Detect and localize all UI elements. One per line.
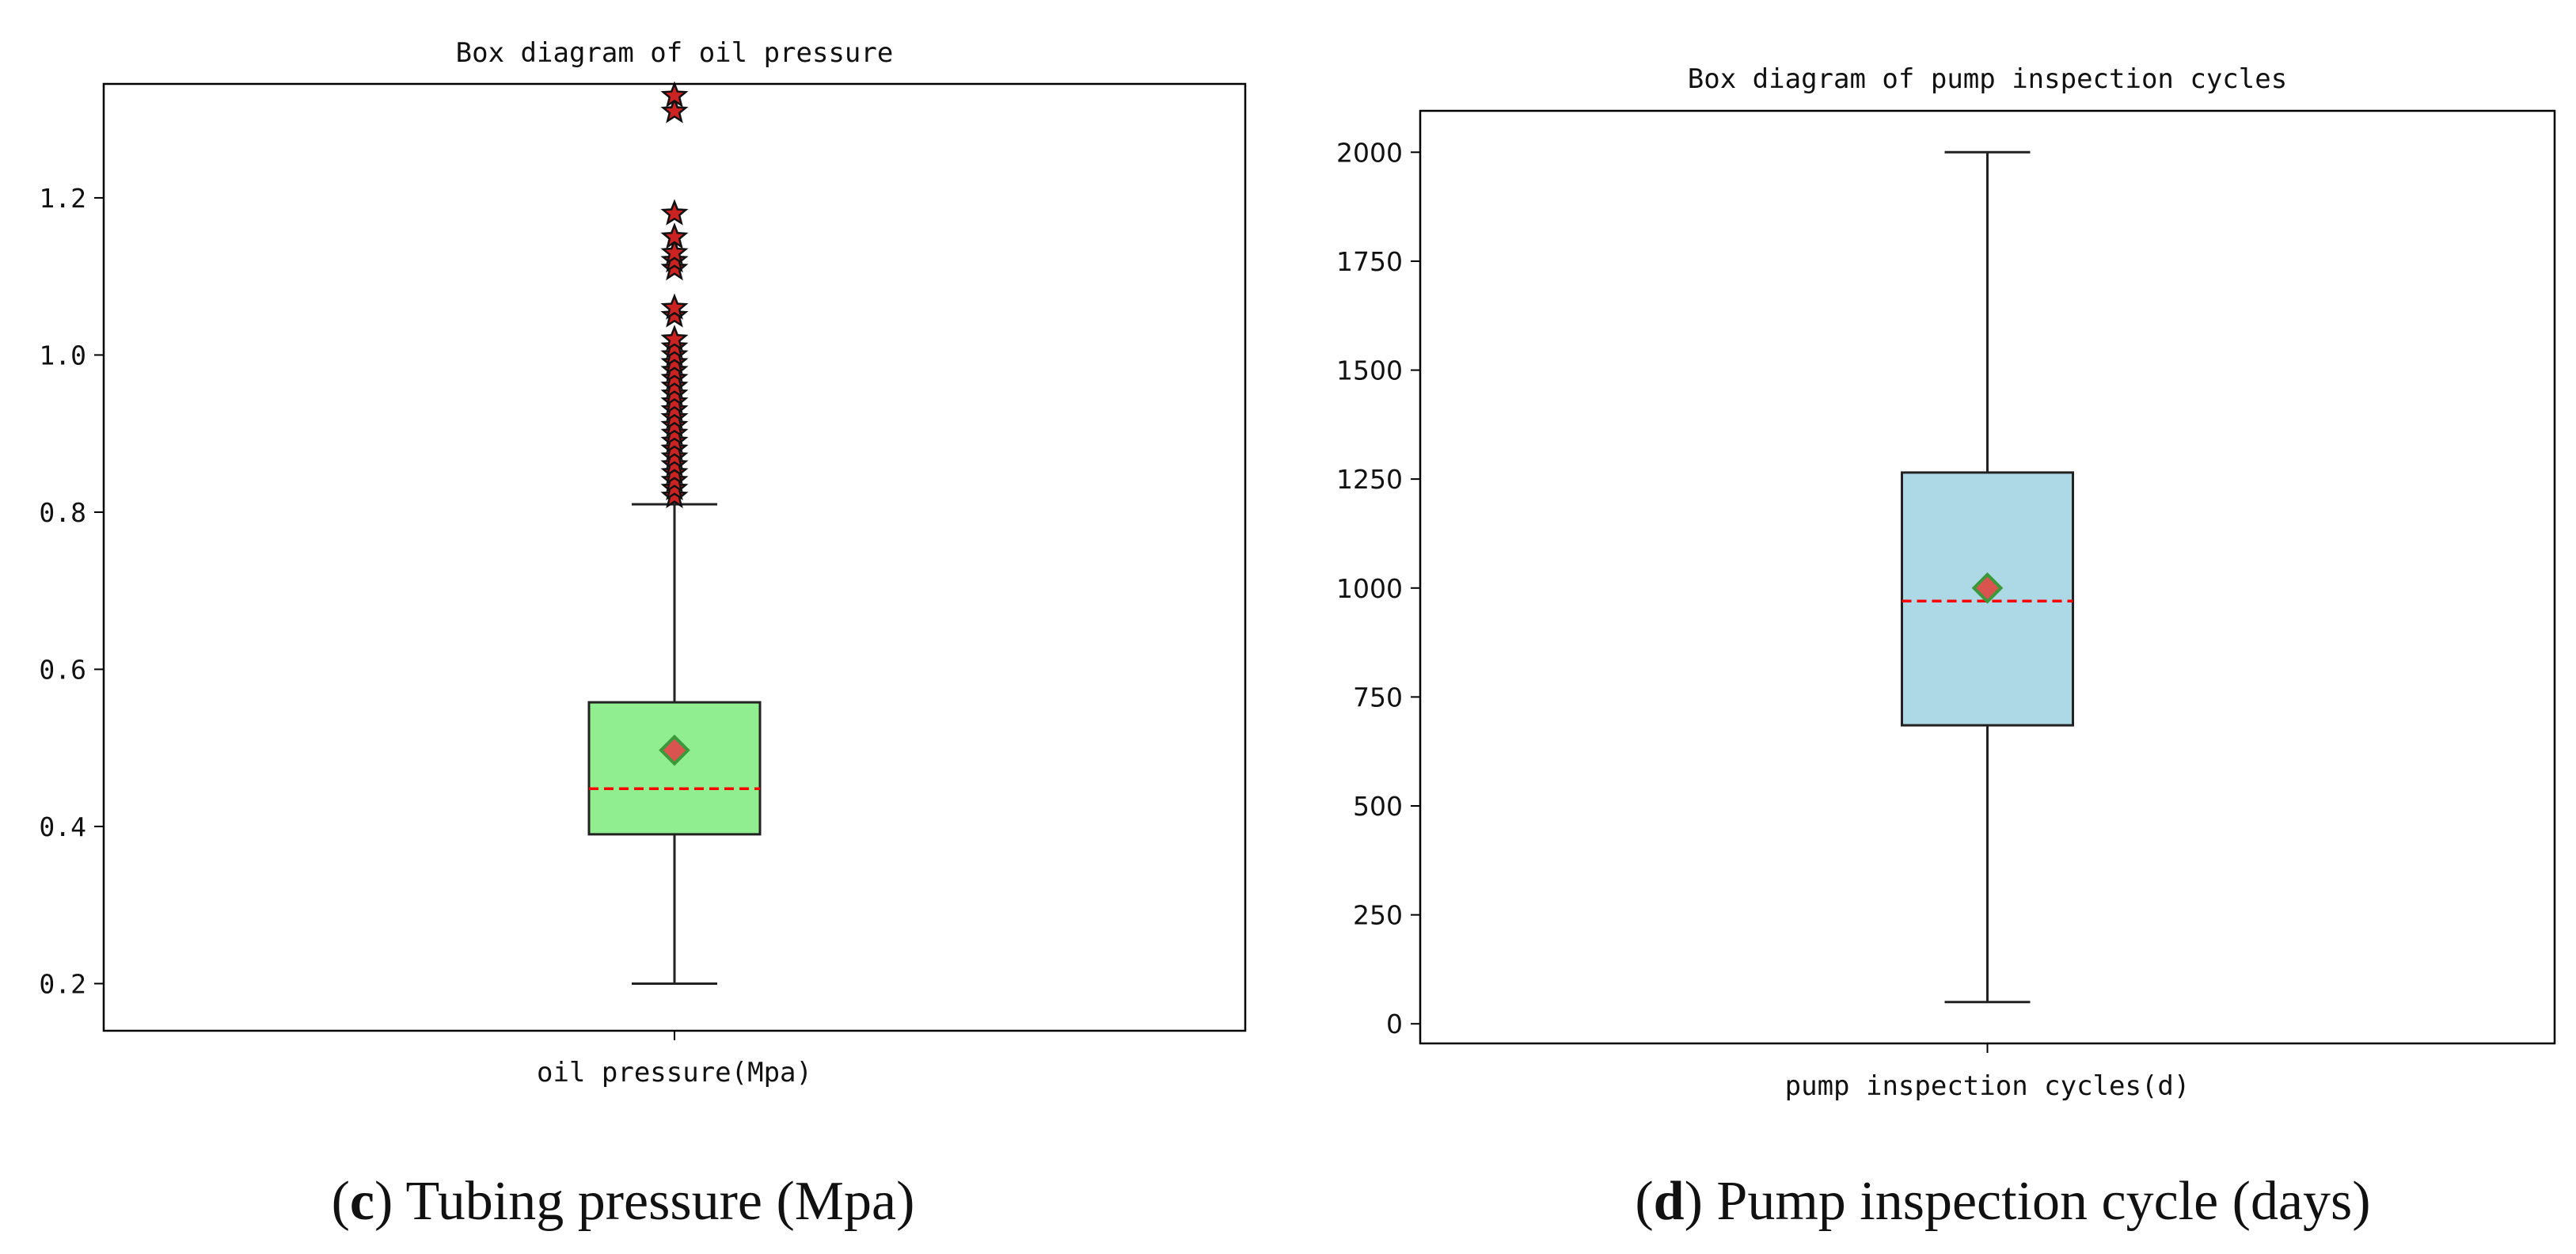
x-axis-label: pump inspection cycles(d)	[1785, 1070, 2190, 1102]
outlier-point	[660, 293, 689, 320]
iqr-box	[587, 701, 762, 836]
outlier-point	[660, 253, 689, 281]
y-tick-label: 0.8	[39, 497, 86, 528]
outlier-point	[660, 340, 689, 367]
outlier-point	[660, 81, 689, 108]
outlier-point	[660, 332, 689, 359]
caption-letter: c	[350, 1171, 374, 1232]
y-tick-label: 0.4	[39, 811, 86, 842]
outlier-point	[660, 458, 689, 485]
outlier-point	[660, 450, 689, 477]
outlier-point	[660, 395, 689, 422]
y-tick-label: 1000	[1336, 573, 1403, 604]
outlier-point	[660, 403, 689, 430]
mean-marker	[659, 734, 690, 766]
y-tick-label: 1.2	[39, 183, 86, 214]
y-tick-label: 1.0	[39, 340, 86, 370]
caption-text: ) Tubing pressure (Mpa)	[374, 1171, 914, 1232]
caption-text: ) Pump inspection cycle (days)	[1685, 1171, 2371, 1232]
y-tick-label: 2000	[1336, 137, 1403, 168]
outlier-point	[660, 301, 689, 328]
outlier-point	[660, 379, 689, 406]
outlier-point	[660, 363, 689, 391]
y-tick-label: 1500	[1336, 355, 1403, 386]
outlier-point	[660, 371, 689, 399]
chart-title: Box diagram of pump inspection cycles	[1688, 63, 2287, 95]
outlier-point	[660, 348, 689, 375]
y-tick-label: 1750	[1336, 246, 1403, 277]
outlier-point	[660, 411, 689, 438]
panel-caption: (c) Tubing pressure (Mpa)	[332, 1171, 915, 1232]
outlier-point	[660, 481, 689, 508]
outlier-point	[660, 222, 689, 249]
outlier-point	[660, 466, 689, 493]
caption-letter: d	[1654, 1171, 1685, 1232]
outlier-point	[660, 355, 689, 383]
x-axis-label: oil pressure(Mpa)	[537, 1057, 812, 1089]
outlier-point	[660, 443, 689, 469]
outlier-point	[660, 435, 689, 462]
y-tick-label: 0	[1386, 1009, 1403, 1039]
caption-paren: (	[332, 1171, 350, 1232]
chart-oil-pressure: Box diagram of oil pressure 0.2 0.4 0.6 0.8 1…	[39, 37, 1247, 1232]
outlier-point	[660, 245, 689, 273]
outlier-point	[660, 238, 689, 265]
outlier-point	[660, 387, 689, 414]
y-tick-label: 500	[1353, 791, 1403, 822]
caption-paren: (	[1635, 1171, 1653, 1232]
y-tick-label: 250	[1353, 900, 1403, 931]
outlier-point	[660, 199, 689, 226]
outlier-point	[660, 325, 689, 352]
chart-title: Box diagram of oil pressure	[456, 37, 894, 69]
panel-caption: (d) Pump inspection cycle (days)	[1635, 1171, 2370, 1232]
outlier-point	[660, 419, 689, 446]
mean-marker	[1971, 572, 2004, 604]
y-tick-label: 1250	[1336, 464, 1403, 495]
outlier-point	[660, 97, 689, 124]
y-tick-label: 0.2	[39, 968, 86, 999]
outlier-point	[660, 427, 689, 454]
y-tick-label: 750	[1353, 682, 1403, 712]
y-tick-label: 0.6	[39, 654, 86, 685]
chart-pump-inspection: Box diagram of pump inspection cycles 0 25…	[1336, 63, 2556, 1232]
outlier-point	[660, 473, 689, 501]
